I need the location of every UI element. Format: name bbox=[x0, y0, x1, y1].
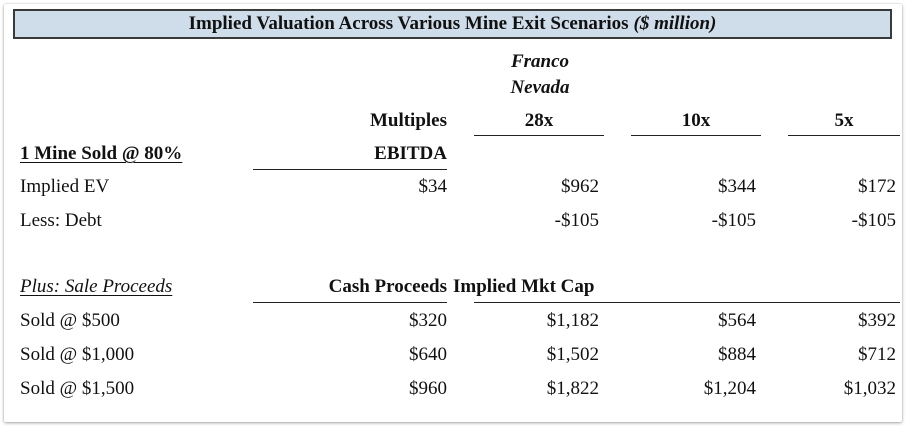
value-10x: -$105 bbox=[711, 210, 756, 231]
value-28x: -$105 bbox=[554, 210, 599, 231]
col-10x-header: 10x bbox=[681, 110, 711, 131]
value-5x: $1,032 bbox=[843, 378, 896, 399]
cash-value: $960 bbox=[409, 378, 447, 399]
value-10x: $1,204 bbox=[703, 378, 756, 399]
row-label: Less: Debt bbox=[20, 210, 102, 231]
value-28x: $1,182 bbox=[546, 310, 599, 331]
section1-title: 1 Mine Sold @ 80% bbox=[20, 143, 183, 164]
ebitda-underline bbox=[253, 169, 447, 170]
value-10x: $884 bbox=[718, 344, 756, 365]
col-28x-underline bbox=[474, 135, 604, 136]
row-label: Sold @ $1,000 bbox=[20, 344, 135, 365]
cash-value: $640 bbox=[409, 344, 447, 365]
section2-title: Plus: Sale Proceeds bbox=[20, 276, 173, 297]
value-28x: $1,822 bbox=[546, 378, 599, 399]
table-title-unit: ($ million) bbox=[633, 13, 717, 34]
row-label: Sold @ $1,500 bbox=[20, 378, 135, 399]
value-28x: $1,502 bbox=[546, 344, 599, 365]
ebitda-value: $34 bbox=[418, 176, 448, 197]
row-label: Implied EV bbox=[20, 176, 110, 197]
value-5x: -$105 bbox=[851, 210, 896, 231]
implied-mkt-cap-header: Implied Mkt Cap bbox=[453, 276, 595, 297]
value-10x: $564 bbox=[718, 310, 756, 331]
col-10x-underline bbox=[631, 135, 761, 136]
col-5x-underline bbox=[788, 135, 900, 136]
ebitda-header: EBITDA bbox=[374, 143, 447, 164]
cash-value: $320 bbox=[409, 310, 447, 331]
franco-header-line2: Nevada bbox=[510, 77, 570, 98]
value-10x: $344 bbox=[718, 176, 756, 197]
row-label: Sold @ $500 bbox=[20, 310, 120, 331]
value-5x: $172 bbox=[858, 176, 896, 197]
value-28x: $962 bbox=[561, 176, 599, 197]
value-5x: $712 bbox=[858, 344, 896, 365]
table-title-text: Implied Valuation Across Various Mine Ex… bbox=[188, 13, 629, 34]
col-28x-header: 28x bbox=[524, 110, 554, 131]
mkt-cap-underline bbox=[474, 302, 900, 303]
value-5x: $392 bbox=[858, 310, 896, 331]
multiples-header: Multiples bbox=[369, 110, 447, 131]
table-title: Implied Valuation Across Various Mine Ex… bbox=[13, 9, 892, 39]
cash-proceeds-header: Cash Proceeds bbox=[328, 276, 447, 297]
cash-proceeds-underline bbox=[253, 302, 447, 303]
franco-header-line1: Franco bbox=[510, 51, 570, 72]
col-5x-header: 5x bbox=[834, 110, 854, 131]
valuation-table-card bbox=[4, 4, 902, 422]
